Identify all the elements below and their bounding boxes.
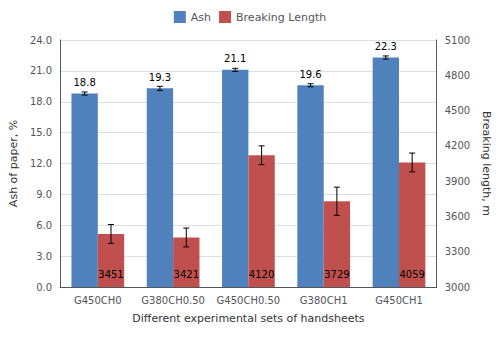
svg-text:18.8: 18.8 [74,77,96,88]
svg-text:3900: 3900 [445,176,470,187]
svg-text:Breaking length, m: Breaking length, m [480,111,493,216]
svg-text:3729: 3729 [324,269,349,280]
svg-text:3000: 3000 [445,282,470,293]
svg-text:3300: 3300 [445,246,470,257]
svg-text:22.3: 22.3 [375,41,397,52]
svg-text:3.0: 3.0 [36,251,52,262]
svg-text:Ash of paper, %: Ash of paper, % [7,120,20,207]
svg-text:12.0: 12.0 [30,158,52,169]
svg-text:21.1: 21.1 [224,53,246,64]
svg-text:21.0: 21.0 [30,65,52,76]
svg-text:5100: 5100 [445,35,470,46]
svg-text:9.0: 9.0 [36,189,52,200]
svg-text:24.0: 24.0 [30,35,52,46]
svg-text:G380CH0.50: G380CH0.50 [141,295,205,306]
svg-text:4200: 4200 [445,140,470,151]
svg-text:G380CH1: G380CH1 [300,295,348,306]
svg-text:19.6: 19.6 [299,69,321,80]
svg-text:G450CH0: G450CH0 [74,295,122,306]
svg-text:19.3: 19.3 [149,72,171,83]
svg-text:3451: 3451 [98,269,123,280]
svg-text:4120: 4120 [249,269,274,280]
svg-text:3600: 3600 [445,211,470,222]
svg-text:G450CH1: G450CH1 [375,295,423,306]
svg-text:15.0: 15.0 [30,127,52,138]
svg-text:G450CH0.50: G450CH0.50 [217,295,281,306]
svg-text:Different experimental sets of: Different experimental sets of handsheet… [132,312,365,325]
svg-text:3421: 3421 [174,269,199,280]
svg-text:18.0: 18.0 [30,96,52,107]
svg-text:4500: 4500 [445,105,470,116]
svg-text:4800: 4800 [445,70,470,81]
svg-text:4059: 4059 [399,269,424,280]
svg-text:Ash: Ash [191,11,211,24]
svg-text:6.0: 6.0 [36,220,52,231]
svg-text:Breaking Length: Breaking Length [236,11,326,24]
svg-text:0.0: 0.0 [36,282,52,293]
